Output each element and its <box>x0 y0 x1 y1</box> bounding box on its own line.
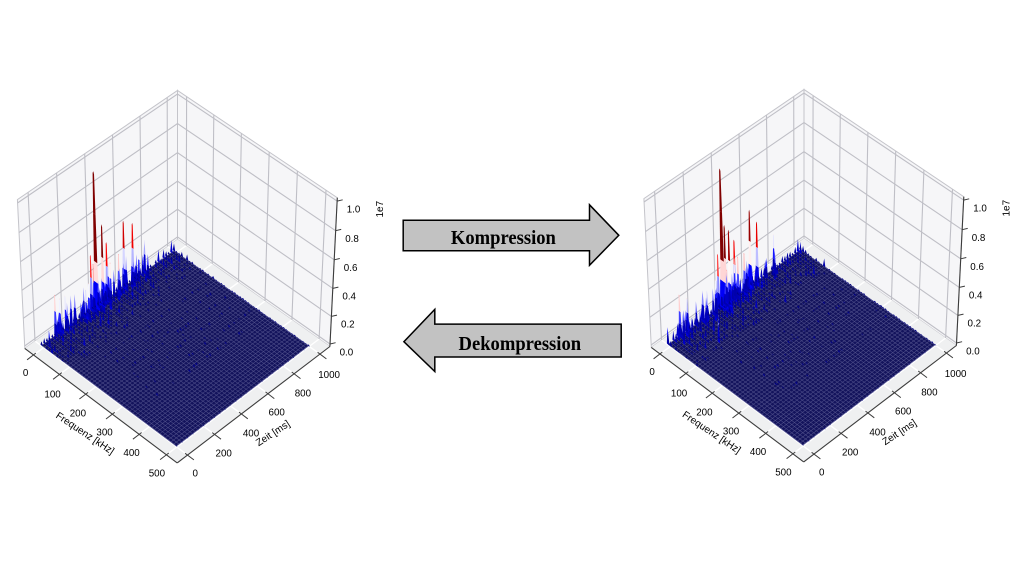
svg-text:0.6: 0.6 <box>970 262 984 273</box>
svg-text:200: 200 <box>842 448 859 459</box>
svg-text:300: 300 <box>723 426 740 437</box>
svg-text:0.8: 0.8 <box>345 234 359 245</box>
svg-text:800: 800 <box>295 389 312 400</box>
svg-text:0.4: 0.4 <box>342 292 356 303</box>
svg-text:0: 0 <box>192 469 198 480</box>
svg-text:400: 400 <box>243 429 260 440</box>
svg-text:0: 0 <box>819 468 825 479</box>
svg-text:400: 400 <box>750 447 767 458</box>
svg-text:800: 800 <box>921 388 938 399</box>
svg-text:0.6: 0.6 <box>344 263 358 274</box>
svg-text:0.8: 0.8 <box>972 233 986 244</box>
svg-text:200: 200 <box>216 449 233 460</box>
svg-text:0: 0 <box>23 368 29 379</box>
svg-text:1000: 1000 <box>945 369 967 380</box>
svg-text:Kompression: Kompression <box>451 227 556 249</box>
svg-text:1e7: 1e7 <box>375 200 386 217</box>
svg-text:200: 200 <box>70 408 87 419</box>
svg-text:500: 500 <box>149 469 166 480</box>
svg-text:0.2: 0.2 <box>968 319 982 330</box>
svg-text:0: 0 <box>649 367 655 378</box>
svg-text:1e7: 1e7 <box>1002 199 1013 216</box>
svg-text:300: 300 <box>96 427 113 438</box>
svg-text:100: 100 <box>44 390 61 401</box>
svg-text:500: 500 <box>775 468 792 479</box>
svg-text:1.0: 1.0 <box>347 204 361 215</box>
svg-text:400: 400 <box>869 428 886 439</box>
svg-text:Dekompression: Dekompression <box>459 334 582 356</box>
svg-text:1000: 1000 <box>318 370 340 381</box>
svg-text:600: 600 <box>895 407 912 418</box>
svg-text:0.0: 0.0 <box>340 347 354 358</box>
svg-text:0.4: 0.4 <box>969 291 983 302</box>
svg-text:1.0: 1.0 <box>973 203 987 214</box>
svg-text:100: 100 <box>671 389 688 400</box>
svg-text:200: 200 <box>696 407 713 418</box>
svg-text:0.0: 0.0 <box>966 346 980 357</box>
svg-text:0.2: 0.2 <box>341 320 355 331</box>
svg-text:400: 400 <box>123 448 140 459</box>
svg-text:600: 600 <box>269 408 286 419</box>
